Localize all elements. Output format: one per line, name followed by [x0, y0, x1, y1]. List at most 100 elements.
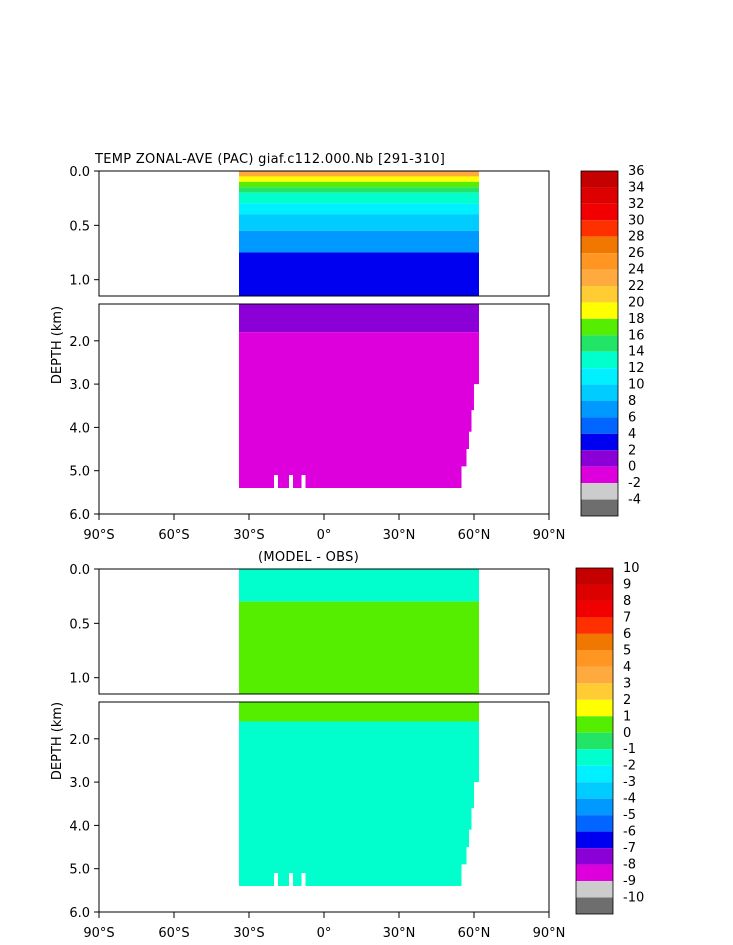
colorbar-cell	[576, 749, 613, 766]
x-tick-label: 90°N	[533, 528, 566, 543]
colorbar-cell	[581, 318, 618, 336]
colorbar-label: -5	[623, 808, 636, 823]
colorbar-cell	[576, 897, 613, 914]
frame-upper	[98, 568, 550, 695]
y-tick-label: 0.5	[69, 617, 90, 632]
y-tick-label: 1.0	[69, 672, 90, 687]
colorbar-label: -4	[623, 792, 636, 807]
colorbar-label: 16	[628, 328, 645, 343]
colorbar-label: 8	[628, 394, 636, 409]
colorbar-label: 20	[628, 295, 645, 310]
colorbar-cell	[581, 466, 618, 484]
colorbar-label: -3	[623, 775, 636, 790]
band-upper	[239, 192, 479, 204]
x-tick-label: 60°N	[458, 528, 491, 543]
colorbar-label: -8	[623, 858, 636, 873]
colorbar-cell	[576, 815, 613, 832]
colorbar-cell	[581, 433, 618, 451]
colorbar-cell	[576, 881, 613, 898]
y-tick-label: 0.0	[69, 165, 90, 180]
colorbar-cell	[576, 568, 613, 585]
land-notch	[301, 873, 306, 887]
x-tick-label: 60°S	[158, 528, 189, 543]
band-upper	[239, 181, 479, 188]
panel-title: (MODEL - OBS)	[258, 550, 359, 565]
colorbar-label: -10	[623, 891, 644, 906]
y-tick-label: 6.0	[69, 906, 90, 921]
colorbar-cell	[581, 253, 618, 270]
panel-temperature: TEMP ZONAL-AVE (PAC) giaf.c112.000.Nb [2…	[50, 152, 645, 543]
y-tick-label: 2.0	[69, 335, 90, 350]
colorbar-label: 2	[623, 693, 631, 708]
colorbar-label: 4	[628, 427, 636, 442]
band-upper	[239, 230, 479, 253]
colorbar-cell	[576, 732, 613, 750]
colorbar-label: -6	[623, 825, 636, 840]
colorbar-label: -9	[623, 874, 636, 889]
colorbar-cell	[581, 450, 618, 467]
y-tick-label: 0.5	[69, 219, 90, 234]
colorbar-cell	[581, 171, 618, 188]
colorbar-label: -7	[623, 841, 636, 856]
colorbar-cell	[576, 798, 613, 816]
colorbar-label: 10	[628, 378, 645, 393]
colorbar-label: 12	[628, 361, 645, 376]
colorbar-label: 14	[628, 345, 645, 360]
colorbar-cell	[576, 699, 613, 717]
colorbar-label: 6	[628, 410, 636, 425]
colorbar-cell	[581, 286, 618, 303]
colorbar-cell	[576, 765, 613, 783]
x-tick-label: 60°N	[458, 926, 491, 941]
colorbar-frame	[580, 170, 619, 517]
band-upper	[239, 187, 479, 193]
colorbar-cell	[581, 401, 618, 418]
band-upper	[239, 252, 479, 296]
colorbar-cell	[581, 351, 618, 369]
y-tick-label: 5.0	[69, 465, 90, 480]
colorbar-label: 9	[623, 577, 631, 592]
panel-title: TEMP ZONAL-AVE (PAC) giaf.c112.000.Nb [2…	[94, 152, 445, 167]
colorbar-cell	[581, 302, 618, 319]
y-tick-label: 3.0	[69, 378, 90, 393]
land-notch	[274, 873, 278, 887]
colorbar-label: 24	[628, 263, 645, 278]
colorbar-cell	[581, 417, 618, 434]
band-lower	[239, 332, 479, 489]
colorbar-cell	[576, 683, 613, 700]
y-tick-label: 3.0	[69, 776, 90, 791]
y-tick-label: 4.0	[69, 819, 90, 834]
colorbar-cell	[581, 187, 618, 204]
colorbar-cell	[576, 650, 613, 667]
colorbar-label: 18	[628, 312, 645, 327]
colorbar-cell	[576, 864, 613, 882]
x-tick-label: 90°N	[533, 926, 566, 941]
colorbar-cell	[576, 633, 613, 651]
x-tick-label: 30°S	[233, 926, 264, 941]
colorbar-frame	[575, 567, 614, 915]
colorbar-cell	[576, 617, 613, 634]
y-axis-label: DEPTH (km)	[50, 306, 65, 384]
colorbar-label: 0	[623, 726, 631, 741]
band-upper	[239, 214, 479, 231]
y-tick-label: 4.0	[69, 421, 90, 436]
x-tick-label: 0°	[317, 528, 332, 543]
colorbar-cell	[576, 584, 613, 601]
colorbar-label: 30	[628, 213, 645, 228]
frame-upper	[98, 170, 550, 297]
band-upper	[239, 176, 479, 182]
colorbar-label: 28	[628, 230, 645, 245]
colorbar-cell	[576, 782, 613, 799]
colorbar-cell	[581, 236, 618, 254]
x-tick-label: 90°S	[83, 926, 114, 941]
colorbar-cell	[581, 335, 618, 352]
band-lower	[239, 702, 479, 722]
band-upper	[239, 569, 479, 602]
band-upper	[239, 601, 479, 694]
x-tick-label: 30°N	[383, 528, 416, 543]
panel-model-minus-obs: (MODEL - OBS) DEPTH (km) 90°S 60°S 30°S 0° 3…	[50, 550, 644, 941]
y-tick-label: 0.0	[69, 563, 90, 578]
land-notch	[274, 475, 278, 489]
colorbar-label: 10	[623, 561, 640, 576]
colorbar-label: 1	[623, 709, 631, 724]
colorbar-cell	[576, 831, 613, 849]
